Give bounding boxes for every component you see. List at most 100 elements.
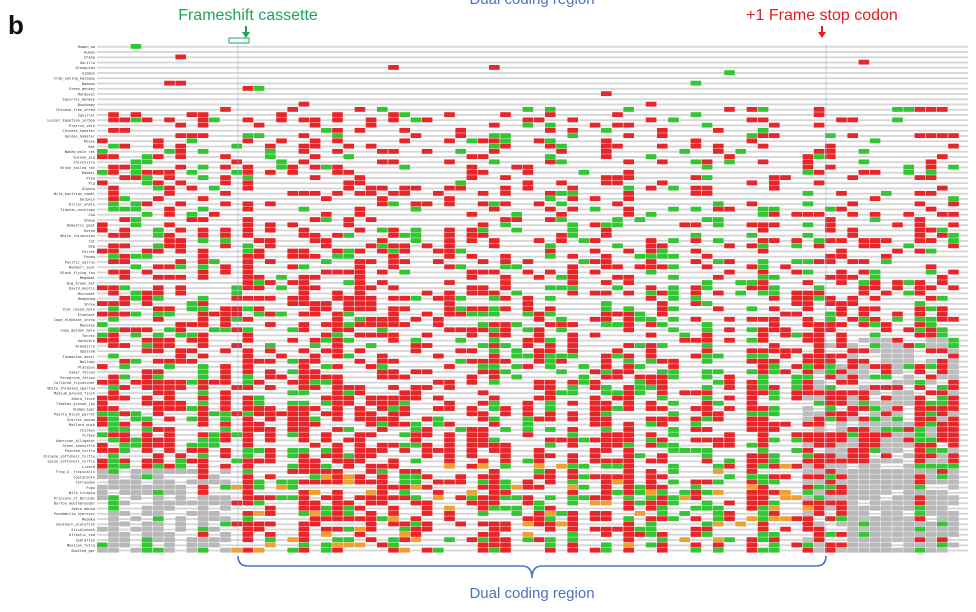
codon-cell <box>758 348 769 353</box>
codon-cell <box>803 417 814 422</box>
codon-cell <box>310 285 321 290</box>
codon-cell <box>847 438 858 443</box>
codon-cell <box>455 264 466 269</box>
codon-cell <box>948 375 959 380</box>
codon-cell <box>545 312 556 317</box>
codon-cell <box>500 480 511 485</box>
codon-cell <box>915 107 926 112</box>
codon-cell <box>142 249 153 254</box>
codon-cell <box>836 380 847 385</box>
codon-cell <box>915 380 926 385</box>
codon-cell <box>377 359 388 364</box>
stop-arrowhead <box>818 32 826 38</box>
codon-cell <box>657 459 668 464</box>
codon-cell <box>489 159 500 164</box>
codon-cell <box>321 516 332 521</box>
codon-cell <box>691 238 702 243</box>
codon-cell <box>870 243 881 248</box>
codon-cell <box>747 117 758 122</box>
codon-cell <box>142 159 153 164</box>
codon-cell <box>231 343 242 348</box>
codon-cell <box>187 133 198 138</box>
sequence-row <box>97 292 968 294</box>
codon-cell <box>198 495 209 500</box>
codon-cell <box>131 438 142 443</box>
codon-cell <box>814 343 825 348</box>
codon-cell <box>153 522 164 527</box>
codon-cell <box>881 516 892 521</box>
codon-cell <box>534 348 545 353</box>
codon-cell <box>299 102 310 107</box>
codon-cell <box>545 306 556 311</box>
codon-cell <box>220 270 231 275</box>
codon-cell <box>825 364 836 369</box>
codon-cell <box>903 212 914 217</box>
codon-cell <box>825 417 836 422</box>
codon-cell <box>926 133 937 138</box>
codon-cell <box>635 217 646 222</box>
codon-cell <box>702 459 713 464</box>
codon-cell <box>948 165 959 170</box>
codon-cell <box>243 254 254 259</box>
codon-cell <box>612 275 623 280</box>
codon-cell <box>702 191 713 196</box>
codon-cell <box>646 438 657 443</box>
codon-cell <box>399 495 410 500</box>
codon-cell <box>276 480 287 485</box>
codon-cell <box>467 495 478 500</box>
codon-cell <box>534 333 545 338</box>
codon-cell <box>948 233 959 238</box>
codon-cell <box>836 490 847 495</box>
codon-cell <box>657 243 668 248</box>
species-label: Golden_hamster <box>65 134 96 138</box>
codon-cell <box>108 186 119 191</box>
codon-cell <box>915 312 926 317</box>
species-label: David_myotis <box>69 287 95 291</box>
codon-cell <box>545 154 556 159</box>
codon-cell <box>478 459 489 464</box>
codon-cell <box>590 417 601 422</box>
codon-cell <box>881 511 892 516</box>
codon-cell <box>209 511 220 516</box>
codon-cell <box>489 201 500 206</box>
species-label: Marmoset <box>78 92 95 96</box>
codon-cell <box>590 333 601 338</box>
codon-cell <box>567 270 578 275</box>
codon-cell <box>265 532 276 537</box>
codon-cell <box>623 249 634 254</box>
codon-cell <box>646 380 657 385</box>
codon-cell <box>332 469 343 474</box>
codon-cell <box>265 522 276 527</box>
codon-cell <box>287 448 298 453</box>
codon-cell <box>287 453 298 458</box>
codon-cell <box>243 411 254 416</box>
codon-cell <box>915 543 926 548</box>
codon-cell <box>399 259 410 264</box>
codon-cell <box>422 201 433 206</box>
codon-cell <box>131 333 142 338</box>
codon-cell <box>590 259 601 264</box>
codon-cell <box>411 522 422 527</box>
codon-cell <box>903 537 914 542</box>
codon-cell <box>444 306 455 311</box>
codon-cell <box>635 380 646 385</box>
codon-cell <box>355 249 366 254</box>
codon-cell <box>657 506 668 511</box>
codon-cell <box>668 443 679 448</box>
codon-cell <box>937 537 948 542</box>
codon-cell <box>366 343 377 348</box>
codon-cell <box>131 380 142 385</box>
codon-cell <box>164 406 175 411</box>
codon-cell <box>265 201 276 206</box>
codon-cell <box>332 317 343 322</box>
codon-cell <box>825 464 836 469</box>
codon-cell <box>377 270 388 275</box>
codon-cell <box>478 327 489 332</box>
codon-cell <box>355 317 366 322</box>
codon-cell <box>534 312 545 317</box>
codon-cell <box>724 464 735 469</box>
codon-cell <box>747 490 758 495</box>
codon-cell <box>937 411 948 416</box>
codon-cell <box>343 249 354 254</box>
codon-cell <box>803 548 814 553</box>
